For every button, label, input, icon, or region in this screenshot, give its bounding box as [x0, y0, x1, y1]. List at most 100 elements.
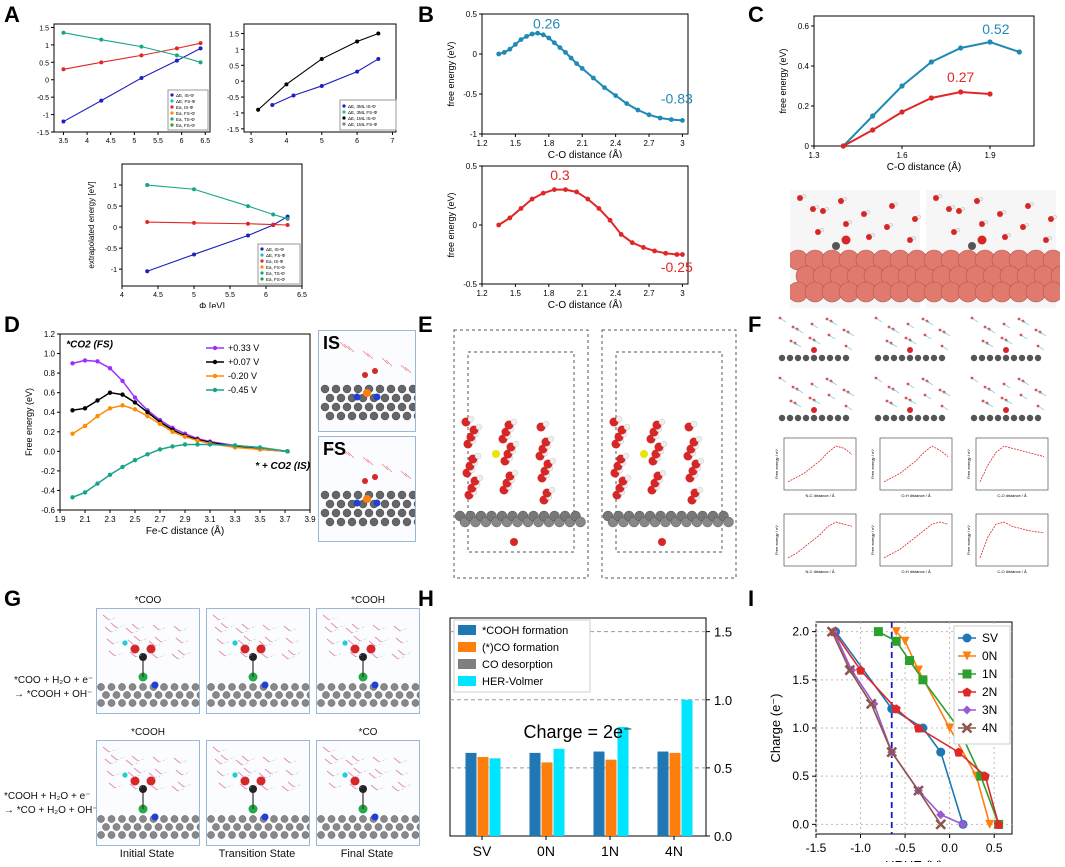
- graphene-atom: [325, 517, 335, 527]
- graphene-atom: [139, 683, 147, 691]
- water-bond: [347, 451, 355, 459]
- data-point: [182, 434, 188, 439]
- graphene-atom: [331, 402, 341, 412]
- data-point: [891, 704, 901, 714]
- graphene-atom: [380, 499, 390, 509]
- h-bond: [399, 627, 409, 632]
- g-panel: *COO + H₂O + e⁻ → *COOH + OH⁻ *COOH + H₂…: [0, 594, 440, 867]
- g-caption-6: *CO: [358, 727, 378, 738]
- water-oxygen: [861, 211, 867, 217]
- water-bond: [260, 784, 268, 791]
- legend-marker: [260, 253, 264, 257]
- water-oxygen: [889, 341, 893, 345]
- data-point: [663, 250, 669, 256]
- legend-marker: [170, 93, 174, 97]
- graphene-atom: [191, 831, 200, 839]
- water-bond: [262, 756, 270, 763]
- graphene-atom: [1002, 354, 1010, 362]
- graphene-atom: [364, 823, 372, 831]
- water-hydrogen: [802, 194, 806, 198]
- water-hydrogen: [697, 457, 705, 465]
- legend-label: CO desorption: [482, 659, 553, 671]
- h-bond: [293, 783, 303, 788]
- graphene-atom: [175, 691, 184, 699]
- water-hydrogen: [1002, 210, 1006, 214]
- c-atom: [359, 653, 367, 661]
- h-bond: [403, 783, 413, 788]
- h-bond: [156, 786, 166, 791]
- data-point: [271, 212, 276, 217]
- legend-marker: [260, 265, 264, 269]
- o-atom: [130, 776, 140, 786]
- legend-marker: [212, 345, 218, 351]
- graphene-atom: [778, 414, 786, 422]
- y-tick-label: -0.5: [37, 95, 49, 102]
- water-bond: [366, 352, 374, 360]
- water-oxygen: [891, 387, 895, 391]
- water-oxygen: [808, 336, 812, 340]
- data-point: [291, 93, 296, 98]
- water-oxygen: [1017, 377, 1021, 381]
- water-oxygen: [974, 198, 980, 204]
- water-bond: [104, 626, 112, 633]
- graphene-atom: [834, 414, 842, 422]
- data-point: [546, 35, 552, 41]
- graphene-atom: [810, 414, 818, 422]
- graphene-atom: [890, 414, 898, 422]
- h-bond: [160, 770, 170, 775]
- graphene-atom: [385, 823, 393, 831]
- graphene-atom: [786, 354, 794, 362]
- x-tick-label: 1.5: [510, 289, 522, 298]
- graphene-atom: [380, 393, 390, 403]
- o-atom: [350, 644, 360, 654]
- g-reaction-2-line1: *COOH + H₂O + e⁻: [4, 791, 91, 802]
- legend-label: ΔE, 1ML IS-Φ: [348, 116, 376, 121]
- data-point: [618, 232, 624, 237]
- graphene-atom: [320, 402, 330, 412]
- h-bond: [359, 769, 369, 774]
- graphene-atom: [390, 699, 399, 707]
- mini-plot-xlabel: C-O distance / Å: [997, 569, 1027, 574]
- y-tick-label: 0.6: [44, 389, 56, 398]
- h-bond: [139, 637, 149, 642]
- h-bond: [264, 642, 274, 647]
- data-point: [657, 115, 663, 121]
- water-bond: [110, 754, 118, 761]
- data-point: [646, 112, 652, 118]
- data-point: [319, 83, 324, 88]
- water-oxygen: [891, 327, 895, 331]
- x-tick-label: 1.2: [476, 289, 488, 298]
- h-bond: [108, 616, 118, 621]
- h-atom: [232, 772, 238, 778]
- legend-label: ΔE, 3ML IS-Φ: [348, 104, 376, 109]
- x-tick-label: 3.5: [254, 515, 266, 524]
- water-bond: [351, 623, 359, 630]
- legend-label: Ea, IS-Φ: [176, 105, 194, 110]
- o-atom: [366, 644, 376, 654]
- data-point: [195, 442, 200, 447]
- n-atom: [261, 681, 269, 689]
- y-tick-label: 1.0: [792, 721, 809, 735]
- water-bond: [328, 782, 336, 789]
- graphene-atom: [347, 517, 357, 527]
- graphene-atom: [408, 490, 418, 500]
- graphene-atom: [280, 815, 289, 823]
- water-oxygen: [921, 317, 925, 321]
- h-bond: [243, 773, 253, 778]
- water-bond: [258, 772, 266, 779]
- legend-label: ΔE, 1ML FS-Φ: [348, 122, 378, 127]
- water-bond: [353, 767, 361, 774]
- data-point: [962, 669, 972, 679]
- data-point: [518, 37, 524, 42]
- data-point: [132, 407, 138, 412]
- graphene-atom: [338, 683, 346, 691]
- o-atom: [362, 372, 368, 378]
- water-bond: [110, 622, 118, 629]
- graphene-atom: [320, 490, 330, 500]
- legend-label: Ea, TS-Φ: [176, 117, 195, 122]
- water-oxygen: [844, 344, 848, 348]
- graphene-atom: [128, 699, 137, 707]
- water-oxygen: [1020, 224, 1026, 230]
- data-point: [95, 481, 100, 486]
- x-axis-label: URHE (V): [885, 858, 943, 862]
